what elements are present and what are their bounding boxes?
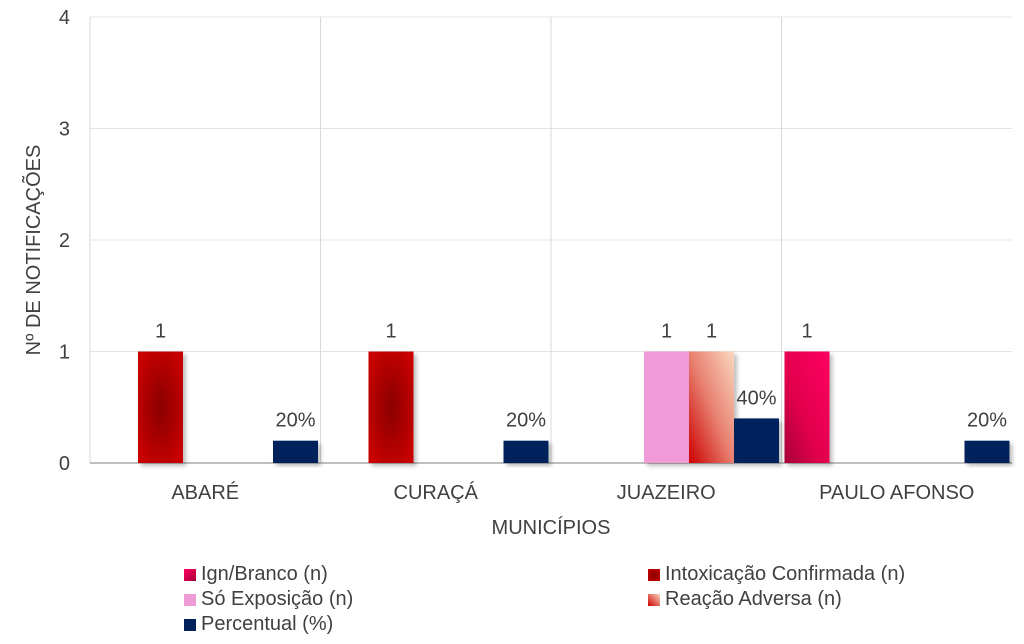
legend-swatch bbox=[184, 618, 196, 631]
data-label: 20% bbox=[967, 410, 1007, 432]
bar-intoxicao bbox=[368, 351, 414, 463]
legend-swatch bbox=[184, 593, 196, 606]
legend-label: Só Exposição (n) bbox=[201, 588, 354, 610]
data-label: 20% bbox=[275, 410, 315, 432]
legend-item: Intoxicação Confirmada (n) bbox=[648, 563, 905, 586]
data-label: 1 bbox=[661, 321, 672, 343]
bar-reao bbox=[689, 351, 734, 463]
bar-s bbox=[644, 351, 689, 463]
y-tick-label: 1 bbox=[59, 342, 70, 364]
bar-percentual bbox=[964, 440, 1010, 463]
legend-swatch bbox=[648, 568, 660, 581]
x-tick-label: ABARÉ bbox=[171, 481, 239, 504]
x-tick-label: PAULO AFONSO bbox=[819, 482, 974, 504]
bar-percentual bbox=[273, 440, 318, 463]
y-tick-label: 2 bbox=[59, 230, 70, 252]
legend-item: Reação Adversa (n) bbox=[648, 588, 842, 611]
y-axis-title: Nº DE NOTIFICAÇÕES bbox=[21, 145, 45, 356]
x-tick-label: JUAZEIRO bbox=[617, 482, 716, 504]
legend-label: Ign/Branco (n) bbox=[201, 563, 328, 585]
data-label: 40% bbox=[736, 387, 776, 409]
data-label: 20% bbox=[506, 410, 546, 432]
data-label: 1 bbox=[801, 321, 812, 343]
bar-percentual bbox=[734, 418, 779, 463]
legend-item: Percentual (%) bbox=[184, 613, 333, 636]
bar-percentual bbox=[503, 440, 549, 463]
legend-label: Intoxicação Confirmada (n) bbox=[665, 563, 906, 585]
x-axis-title: MUNICÍPIOS bbox=[492, 516, 611, 539]
data-label: 1 bbox=[385, 321, 396, 343]
bar-ignbranco bbox=[784, 351, 830, 463]
bar-chart: 0 1 2 3 4 ABARÉ CURAÇÁ JUAZEIRO PAULO AFONSO 1 1 1 1… bbox=[21, 7, 1012, 539]
x-tick-label: CURAÇÁ bbox=[394, 481, 479, 504]
bar-intoxicao bbox=[138, 351, 183, 463]
y-tick-label: 0 bbox=[59, 453, 70, 475]
y-tick-label: 3 bbox=[59, 119, 70, 141]
legend-label: Percentual (%) bbox=[201, 613, 334, 635]
data-label: 1 bbox=[706, 321, 717, 343]
legend-item: Só Exposição (n) bbox=[184, 588, 353, 611]
legend-item: Ign/Branco (n) bbox=[184, 563, 328, 586]
legend-label: Reação Adversa (n) bbox=[665, 588, 842, 610]
legend-swatch bbox=[648, 593, 660, 606]
legend-swatch bbox=[184, 568, 196, 581]
y-tick-label: 4 bbox=[59, 7, 70, 29]
data-label: 1 bbox=[155, 321, 166, 343]
